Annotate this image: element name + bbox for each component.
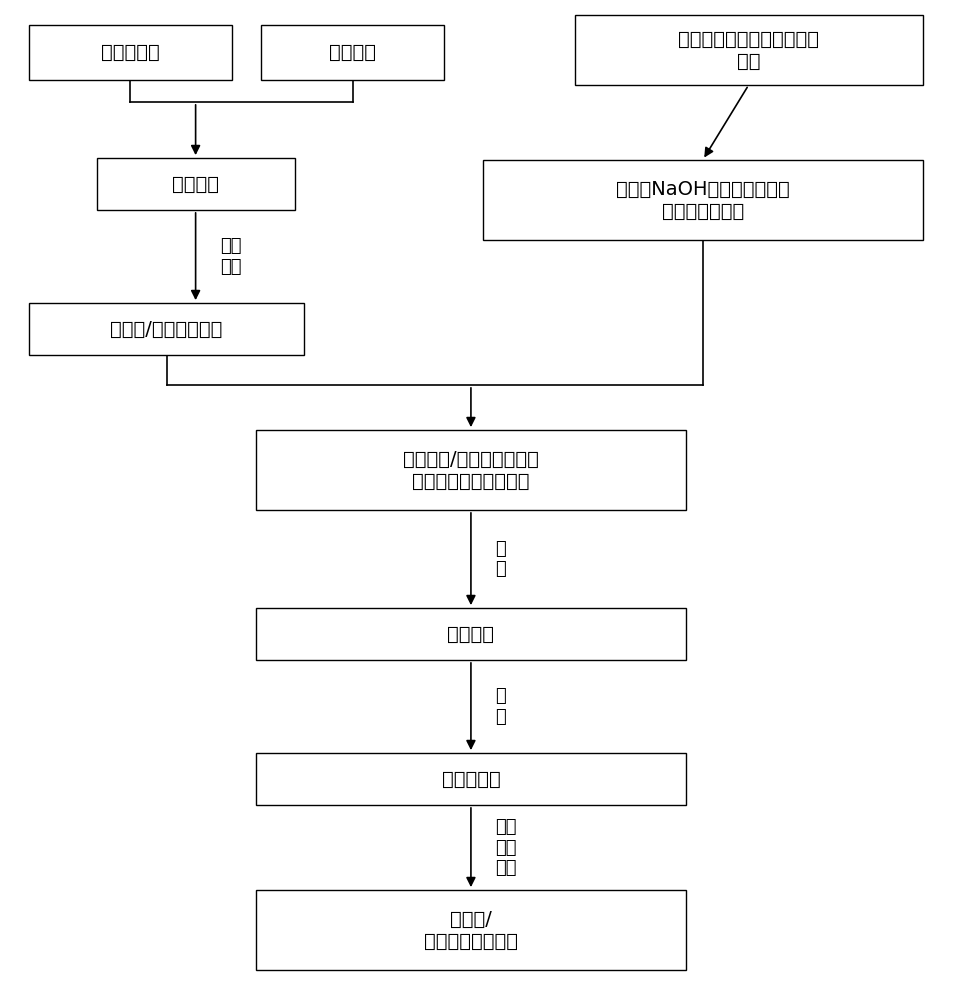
Text: 漂
洗: 漂 洗 <box>496 687 506 726</box>
Text: 初凝胶棒: 初凝胶棒 <box>447 624 495 644</box>
Bar <box>97 158 295 210</box>
Bar <box>256 608 686 660</box>
Text: 加热
震荡: 加热 震荡 <box>220 237 242 276</box>
Text: 复合凝胶棒: 复合凝胶棒 <box>441 770 500 788</box>
Text: 明胶颗粒: 明胶颗粒 <box>329 43 376 62</box>
Bar <box>29 25 232 80</box>
Bar <box>256 753 686 805</box>
Bar <box>29 303 304 355</box>
Text: 浸泡于NaOH凝固液后，形成
单纯壳聚糖薄膜: 浸泡于NaOH凝固液后，形成 单纯壳聚糖薄膜 <box>616 180 789 221</box>
Text: 将壳聚糖/明胶复合溶液注
入至单纯壳聚糖薄膜内: 将壳聚糖/明胶复合溶液注 入至单纯壳聚糖薄膜内 <box>403 450 539 490</box>
Text: 壳聚糖/明胶复合溶液: 壳聚糖/明胶复合溶液 <box>110 320 223 338</box>
Bar <box>575 15 923 85</box>
Text: 壳聚糖粉末: 壳聚糖粉末 <box>101 43 159 62</box>
Bar <box>483 160 923 240</box>
Bar <box>256 430 686 510</box>
Bar <box>256 890 686 970</box>
Bar <box>261 25 444 80</box>
Text: 乙酸溶液: 乙酸溶液 <box>172 174 219 193</box>
Text: 凝
固: 凝 固 <box>496 540 506 578</box>
Text: 烘干
冷冻
冻干: 烘干 冷冻 冻干 <box>496 818 517 877</box>
Text: 壳聚糖/
明胶复合多孔支架: 壳聚糖/ 明胶复合多孔支架 <box>424 910 518 950</box>
Text: 中空模具内表面涂覆壳聚糖
溶液: 中空模具内表面涂覆壳聚糖 溶液 <box>678 29 819 70</box>
